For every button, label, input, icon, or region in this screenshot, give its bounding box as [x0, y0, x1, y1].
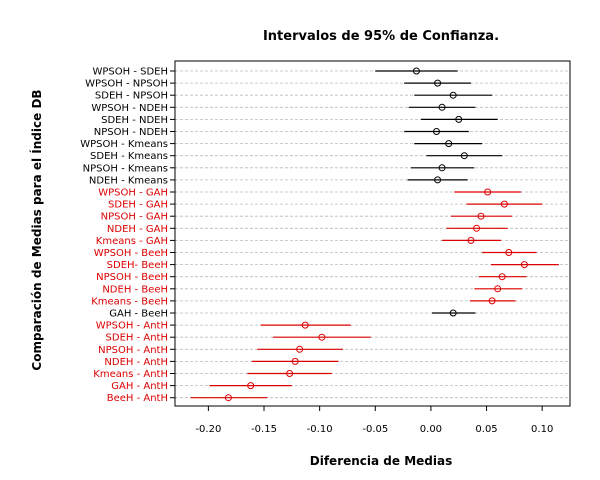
category-label: NDEH - AntH [104, 357, 168, 368]
estimate-point [505, 249, 513, 256]
category-label: GAH - BeeH [109, 309, 168, 320]
estimate-point [455, 115, 463, 123]
category-label: Kmeans - BeeH [91, 296, 168, 307]
x-axis-ticks: -0.20 -0.15 -0.10 -0.05 0.00 0.05 0.10 [195, 406, 553, 435]
estimate-point [445, 140, 453, 148]
chart-title: Intervalos de 95% de Confianza. [263, 29, 499, 44]
estimate-point [477, 212, 485, 220]
x-tick-label: -0.05 [362, 424, 388, 435]
category-label: WPSOH - AntH [96, 321, 168, 332]
category-label: WPSOH - NPSOH [85, 79, 168, 90]
estimate-point [438, 103, 446, 111]
x-axis-label: Diferencia de Medias [310, 454, 452, 468]
estimate-point [449, 91, 457, 99]
category-label: NDEH - BeeH [102, 284, 168, 295]
estimate-point [484, 188, 492, 196]
estimate-point [301, 321, 309, 329]
estimate-point [449, 309, 457, 317]
category-label: WPSOH - NDEH [91, 103, 168, 114]
x-tick-label: -0.15 [251, 424, 277, 435]
estimate-point [460, 152, 468, 160]
estimate-point [520, 261, 528, 269]
estimate-point [494, 285, 502, 293]
category-label: WPSOH - BeeH [94, 248, 168, 259]
grid-lines [175, 70, 570, 399]
interval-series [190, 67, 559, 402]
category-label: Kmeans - GAH [96, 236, 168, 247]
category-label: SDEH - AntH [106, 333, 168, 344]
estimate-point [296, 345, 304, 353]
category-label: BeeH - AntH [107, 393, 168, 404]
category-label: NPSOH - BeeH [96, 272, 168, 283]
estimate-point [500, 200, 508, 208]
category-label: SDEH - GAH [108, 200, 168, 211]
estimate-point [434, 176, 442, 184]
category-label: NPSOH - NDEH [94, 127, 168, 138]
category-label: NPSOH - Kmeans [83, 163, 168, 174]
estimate-point [467, 236, 475, 244]
category-label: Kmeans - AntH [93, 369, 168, 380]
category-label: SDEH - Kmeans [90, 151, 168, 162]
estimate-point [286, 370, 294, 377]
estimate-point [488, 297, 496, 305]
x-tick-label: 0.00 [420, 424, 442, 435]
category-label: WPSOH - SDEH [92, 67, 168, 78]
x-tick-label: -0.10 [307, 424, 333, 435]
estimate-point [318, 333, 326, 341]
x-tick-label: -0.20 [195, 424, 221, 435]
category-label: WPSOH - GAH [98, 188, 168, 199]
y-axis-label: Comparación de Medias para el Índice DB [29, 89, 44, 370]
category-label: WPSOH - Kmeans [80, 139, 168, 150]
category-label: SDEH - NDEH [101, 115, 168, 126]
category-label: NDEH - Kmeans [89, 175, 168, 186]
category-label: SDEH - NPSOH [95, 91, 168, 102]
estimate-point [434, 79, 442, 87]
category-label: SDEH- BeeH [107, 260, 168, 271]
x-tick-label: 0.10 [531, 424, 553, 435]
category-label: NPSOH - GAH [101, 212, 168, 223]
category-label: GAH - AntH [111, 381, 168, 392]
plot-frame [174, 60, 571, 407]
estimate-point [438, 164, 446, 172]
estimate-point [412, 67, 420, 75]
estimate-point [247, 382, 255, 390]
category-label: NPSOH - AntH [98, 345, 168, 356]
estimate-point [291, 357, 299, 365]
estimate-point [224, 394, 232, 402]
estimate-point [498, 273, 506, 281]
estimate-point [473, 224, 481, 232]
category-label: NDEH - GAH [107, 224, 168, 235]
estimate-point [432, 128, 440, 135]
x-tick-label: 0.05 [475, 424, 497, 435]
